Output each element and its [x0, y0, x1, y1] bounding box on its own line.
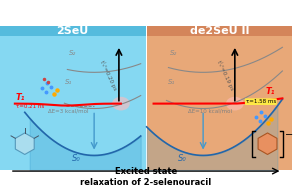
Polygon shape	[147, 28, 292, 170]
Text: −: −	[285, 130, 294, 140]
Ellipse shape	[112, 97, 130, 110]
Text: S₁: S₁	[65, 79, 73, 85]
Polygon shape	[15, 133, 34, 154]
Text: S₂: S₂	[69, 50, 77, 56]
Text: ΔE=3 kcal/mol: ΔE=3 kcal/mol	[47, 108, 88, 113]
Text: 2SeU: 2SeU	[56, 26, 88, 36]
Text: tᴵₛᶜ=0.20 ps: tᴵₛᶜ=0.20 ps	[99, 59, 118, 91]
Text: de2SeU II: de2SeU II	[190, 26, 250, 36]
Text: τ=0.21 ns: τ=0.21 ns	[16, 104, 44, 108]
Polygon shape	[258, 133, 277, 154]
Polygon shape	[147, 26, 292, 36]
Text: S₀: S₀	[72, 154, 81, 163]
Text: T₁: T₁	[266, 87, 275, 96]
Text: S₂: S₂	[171, 50, 178, 56]
Polygon shape	[0, 28, 146, 170]
Text: ΔE=10 kcal/mol: ΔE=10 kcal/mol	[188, 108, 232, 113]
Text: Excited state
relaxation of 2-selenouracil: Excited state relaxation of 2-selenourac…	[80, 167, 211, 187]
Text: S₁: S₁	[168, 79, 176, 85]
Polygon shape	[0, 26, 146, 36]
Ellipse shape	[226, 97, 244, 110]
Text: τ=1.58 ms: τ=1.58 ms	[246, 99, 276, 104]
Text: T₁: T₁	[16, 93, 25, 102]
Text: S₀: S₀	[178, 154, 187, 163]
Text: tᴵₛᶜ=0.19 ps: tᴵₛᶜ=0.19 ps	[216, 59, 235, 91]
